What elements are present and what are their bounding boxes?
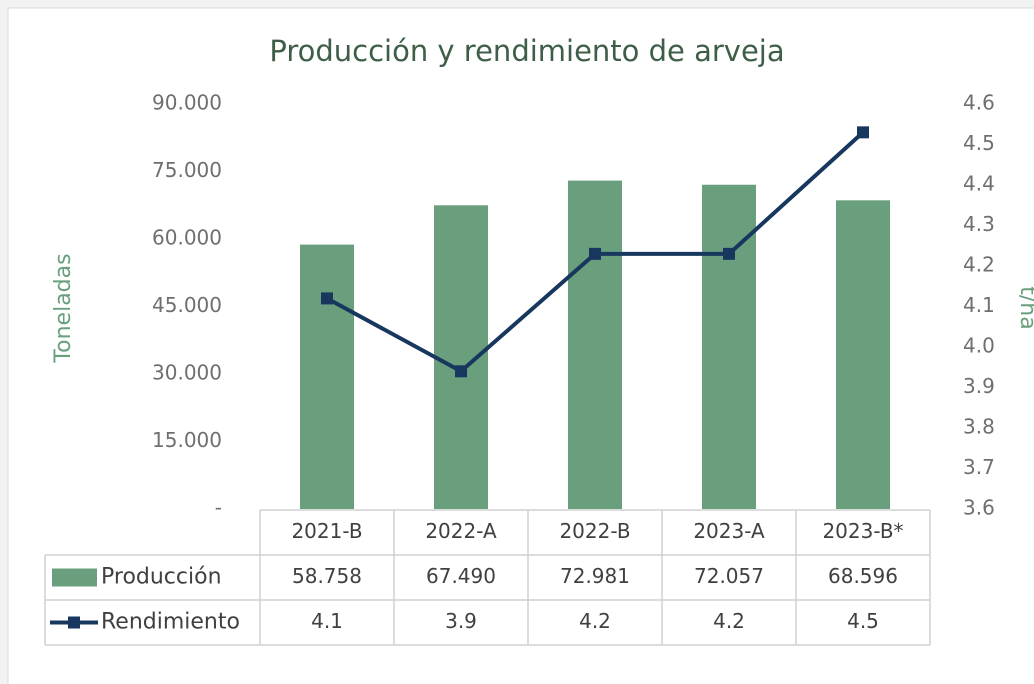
y-axis-label: Toneladas — [51, 253, 76, 363]
marker — [589, 247, 601, 260]
bar — [702, 184, 756, 509]
category-label: 2023-A — [693, 519, 765, 543]
y2-tick-label: 4.0 — [963, 334, 995, 358]
data-label: 3.9 — [445, 609, 477, 633]
y2-axis-label: t/ha — [1015, 286, 1034, 329]
legend-label: Producción — [101, 565, 222, 590]
y-tick-label: - — [215, 496, 222, 520]
y2-tick-label: 3.8 — [963, 415, 995, 439]
y2-tick-label: 3.7 — [963, 455, 995, 479]
data-label: 4.1 — [311, 609, 343, 633]
y-tick-label: 60.000 — [152, 226, 222, 250]
legend-marker — [68, 616, 80, 629]
category-label: 2021-B — [291, 519, 362, 543]
y2-tick-label: 4.3 — [963, 212, 995, 236]
category-label: 2022-B — [559, 519, 630, 543]
y2-tick-label: 4.6 — [963, 91, 995, 115]
marker — [321, 292, 333, 305]
y2-tick-label: 3.9 — [963, 374, 995, 398]
data-label: 58.758 — [292, 564, 362, 588]
y2-tick-label: 3.6 — [963, 496, 995, 520]
bar — [300, 244, 354, 510]
legend-label: Rendimiento — [101, 610, 240, 635]
category-label: 2022-A — [425, 519, 497, 543]
bar — [568, 180, 622, 509]
category-label: 2023-B* — [822, 519, 903, 543]
marker — [455, 365, 467, 378]
data-label: 72.057 — [694, 564, 764, 588]
marker — [857, 126, 869, 139]
data-label: 72.981 — [560, 564, 630, 588]
y2-tick-label: 4.4 — [963, 172, 995, 196]
y2-tick-label: 4.5 — [963, 131, 995, 155]
y-tick-label: 30.000 — [152, 361, 222, 385]
data-label: 4.2 — [579, 609, 611, 633]
y-tick-label: 15.000 — [152, 428, 222, 452]
data-label: 4.5 — [847, 609, 879, 633]
y-tick-label: 90.000 — [152, 91, 222, 115]
chart-title: Producción y rendimiento de arveja — [269, 34, 784, 68]
y-tick-label: 45.000 — [152, 293, 222, 317]
data-label: 68.596 — [828, 564, 898, 588]
data-label: 67.490 — [426, 564, 496, 588]
y-tick-label: 75.000 — [152, 158, 222, 182]
bar — [836, 200, 890, 509]
y2-tick-label: 4.1 — [963, 293, 995, 317]
y2-tick-label: 4.2 — [963, 253, 995, 277]
marker — [723, 247, 735, 260]
data-label: 4.2 — [713, 609, 745, 633]
legend-key — [52, 568, 97, 587]
